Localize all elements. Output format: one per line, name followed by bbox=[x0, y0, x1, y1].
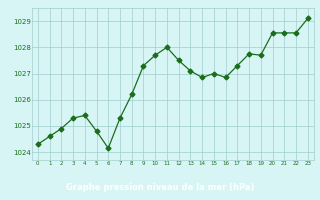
Text: Graphe pression niveau de la mer (hPa): Graphe pression niveau de la mer (hPa) bbox=[66, 182, 254, 192]
